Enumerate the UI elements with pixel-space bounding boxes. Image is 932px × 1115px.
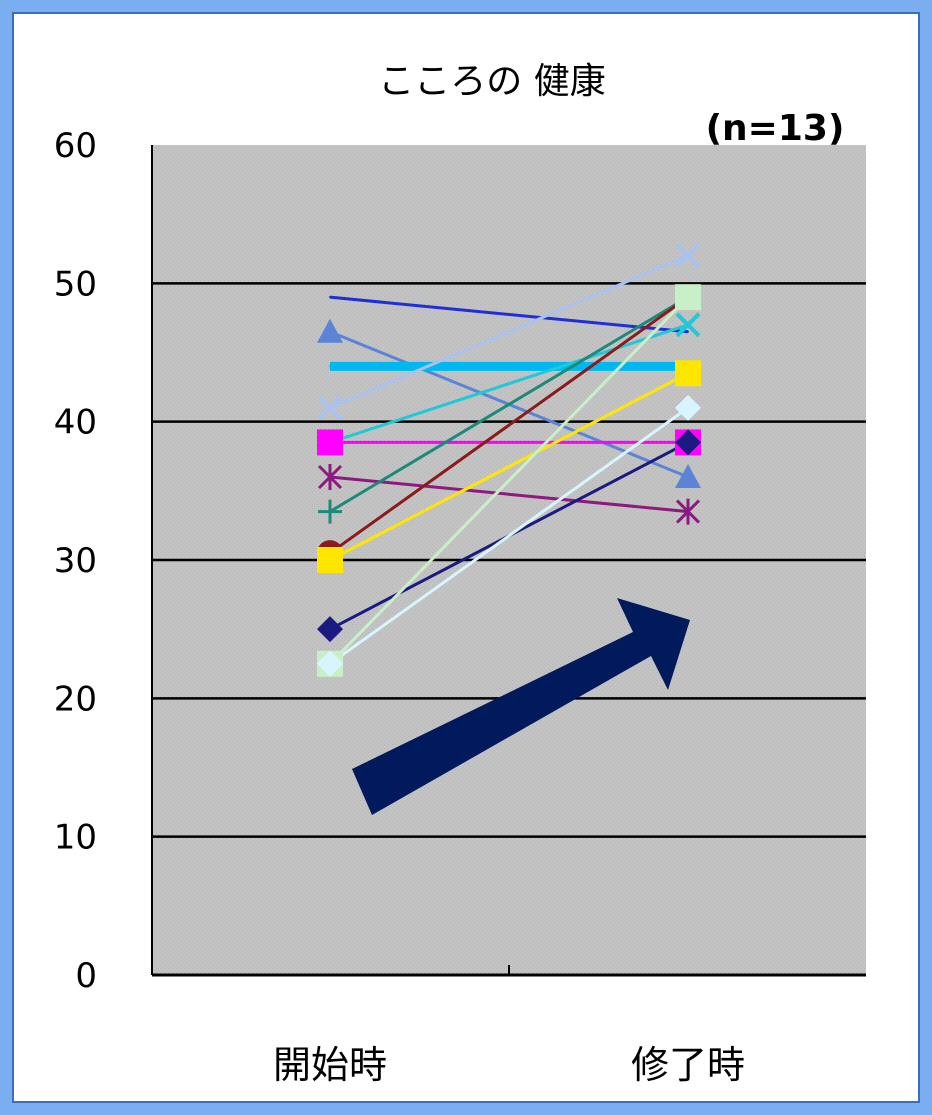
- series-13-point-1: [317, 650, 343, 677]
- series-10-point-2: [675, 360, 701, 387]
- y-tick-label-10: 10: [54, 818, 97, 858]
- sample-size-note: (n=13): [706, 108, 845, 149]
- series-5-point-2: [675, 312, 701, 338]
- series-line-1: [329, 295, 689, 334]
- series-10-point-1: [317, 547, 343, 573]
- series-line-8: [329, 295, 689, 513]
- series-1-point-2: [687, 330, 689, 333]
- chart-title: こころの 健康: [378, 61, 605, 102]
- y-tick-label-30: 30: [54, 541, 97, 581]
- series-8-point-1: [318, 499, 342, 524]
- series-line-13: [329, 406, 689, 665]
- series-7-point-1: [317, 464, 343, 490]
- series-line-5: [329, 323, 689, 444]
- inner-border-line: [12, 12, 920, 1103]
- series-lines: [328, 254, 690, 665]
- series-6-point-1: [317, 429, 343, 456]
- series-line-9: [329, 295, 689, 555]
- series-line-10: [329, 371, 689, 562]
- series-4-point-2: [675, 243, 701, 269]
- y-tick-label-60: 60: [54, 126, 97, 166]
- series-line-7: [329, 475, 689, 514]
- series-1-point-1: [329, 296, 331, 299]
- series-12-point-2: [675, 284, 701, 311]
- series-11-point-1: [317, 616, 343, 643]
- series-2-point-2: [675, 464, 701, 488]
- series-line-12: [328, 296, 690, 665]
- series-3-point-1: [329, 365, 331, 368]
- series-4-point-1: [317, 395, 343, 421]
- upward-trend-arrow-icon: [352, 598, 690, 815]
- y-tick-label-0: 0: [75, 956, 97, 996]
- series-7-point-2: [675, 498, 701, 525]
- series-line-4: [329, 254, 689, 410]
- series-2-point-1: [317, 318, 343, 343]
- category-label-start: 開始時: [273, 1043, 387, 1087]
- y-tick-labels: 0 10 20 30 40 50 60: [54, 126, 97, 996]
- series-13-point-2: [675, 394, 701, 421]
- y-tick-label-40: 40: [54, 403, 97, 443]
- category-label-end: 修了時: [631, 1043, 745, 1087]
- y-tick-label-20: 20: [54, 679, 97, 719]
- y-tick-label-50: 50: [54, 264, 97, 304]
- series-markers: [317, 243, 701, 677]
- series-11-point-2: [675, 429, 701, 456]
